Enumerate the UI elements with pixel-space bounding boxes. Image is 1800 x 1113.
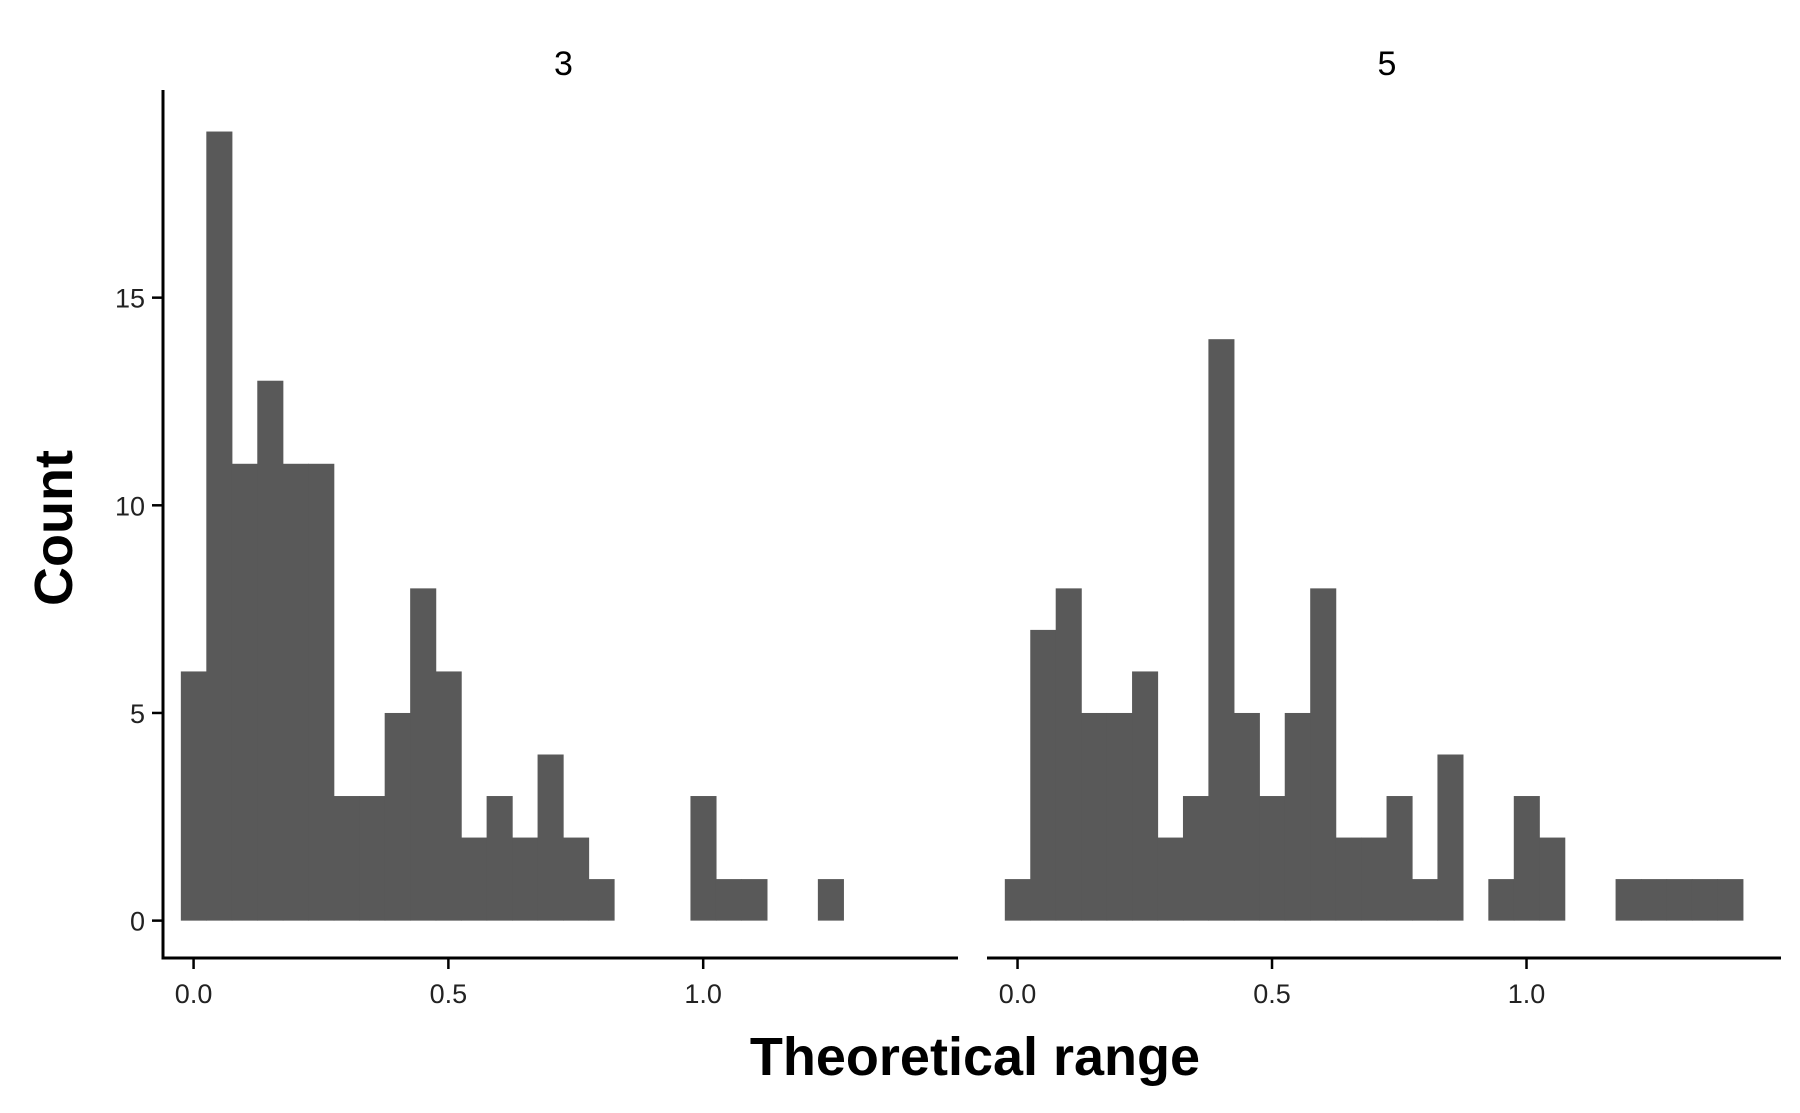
histogram-bar — [1411, 879, 1439, 921]
histogram-bar — [1717, 879, 1744, 921]
histogram-bar — [359, 796, 386, 921]
histogram-bar — [1437, 754, 1464, 921]
histogram-bar — [1233, 712, 1260, 921]
facet-panels: 3 0.0 0.5 1.0 5 0.0 0.5 1.0 0 5 10 15 — [115, 45, 1781, 1009]
histogram-bar — [1284, 712, 1311, 921]
histogram-bar — [537, 754, 564, 921]
facet-label: 3 — [554, 45, 573, 83]
y-axis-title: Count — [24, 450, 84, 606]
histogram-bar — [1335, 837, 1362, 921]
histogram-bar — [1615, 879, 1642, 921]
histogram-bar — [563, 837, 590, 921]
histogram-bar — [690, 796, 717, 921]
histogram-bar — [1259, 796, 1286, 921]
histogram-bar — [257, 380, 284, 921]
x-tick-label: 1.0 — [684, 979, 722, 1009]
x-axis-title: Theoretical range — [750, 1027, 1200, 1087]
histogram-bar — [1182, 796, 1210, 921]
histogram-bar — [435, 671, 462, 921]
histogram-bar — [333, 796, 360, 921]
histogram-bar — [486, 796, 513, 921]
y-axis: 0 5 10 15 — [115, 90, 165, 960]
histogram-bar — [461, 837, 488, 921]
histogram-bar — [1004, 879, 1031, 921]
histogram-bar — [1055, 588, 1082, 921]
histogram-bar — [1208, 339, 1235, 921]
histogram-bar — [1691, 879, 1718, 921]
histogram-bar — [180, 671, 207, 921]
histogram-bar — [1488, 879, 1515, 921]
y-tick-label: 15 — [115, 284, 145, 314]
histogram-bar — [384, 712, 411, 921]
histogram-bar — [1539, 837, 1566, 921]
x-tick-label: 0.0 — [175, 979, 213, 1009]
panel-5: 5 0.0 0.5 1.0 — [987, 45, 1781, 1009]
histogram-bar — [282, 463, 309, 921]
y-tick-label: 5 — [130, 699, 145, 729]
histogram-bar — [206, 131, 233, 921]
x-tick-label: 0.5 — [430, 979, 468, 1009]
histogram-bar — [817, 879, 844, 921]
x-tick-label: 0.5 — [1253, 979, 1291, 1009]
histogram-bar — [715, 879, 743, 921]
histogram-bar — [308, 463, 335, 921]
y-tick-label: 10 — [115, 491, 145, 521]
histogram-bar — [1361, 837, 1388, 921]
histogram-bar — [741, 879, 768, 921]
histogram-bar — [588, 879, 615, 921]
histogram-bar — [1666, 879, 1693, 921]
histogram-bar — [410, 588, 437, 921]
facet-label: 5 — [1378, 45, 1397, 83]
histogram-bar — [1106, 712, 1133, 921]
histogram-bar — [1081, 712, 1108, 921]
histogram-bar — [1157, 837, 1184, 921]
histogram-bar — [1132, 671, 1159, 921]
y-tick-label: 0 — [130, 907, 145, 937]
histogram-bar — [1386, 796, 1413, 921]
x-tick-label: 1.0 — [1508, 979, 1546, 1009]
panel-3: 3 0.0 0.5 1.0 — [163, 45, 958, 1009]
histogram-bar — [1641, 879, 1668, 921]
histogram-bar — [512, 837, 539, 921]
histogram-bar — [1513, 796, 1540, 921]
histogram-bar — [1310, 588, 1337, 921]
histogram-bar — [1030, 629, 1057, 921]
histogram-bar — [231, 463, 258, 921]
x-tick-label: 0.0 — [999, 979, 1037, 1009]
